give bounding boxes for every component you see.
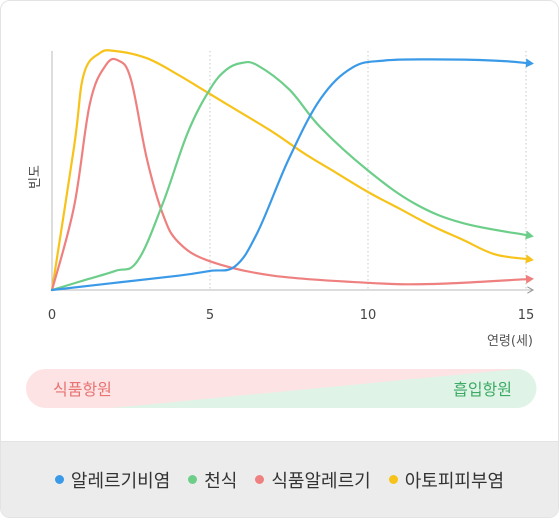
series-line-3 bbox=[50, 57, 528, 292]
series-line-4 bbox=[50, 49, 528, 292]
series-arrow-1 bbox=[525, 58, 534, 68]
x-tick-label: 0 bbox=[48, 308, 56, 323]
legend-label: 아토피피부염 bbox=[404, 470, 505, 492]
legend-item: 알레르기비염 bbox=[54, 467, 171, 493]
band-right-label: 흡입항원 bbox=[453, 380, 512, 399]
x-tick-label: 10 bbox=[360, 308, 377, 323]
legend-dot-icon bbox=[188, 475, 198, 484]
legend: 알레르기비염 천식 식품알레르기 아토피피부염 bbox=[1, 441, 558, 517]
series-layer bbox=[50, 49, 534, 292]
legend-dot-icon bbox=[388, 475, 398, 484]
legend-label: 알레르기비염 bbox=[70, 470, 171, 492]
band-green-wedge bbox=[111, 369, 537, 408]
x-tick-labels: 0 5 10 15 bbox=[48, 308, 534, 323]
y-axis-label: 빈도 bbox=[28, 165, 43, 189]
series-line-2 bbox=[50, 60, 528, 292]
legend-item: 식품알레르기 bbox=[255, 467, 371, 493]
legend-label: 식품알레르기 bbox=[271, 470, 371, 492]
legend-label: 천식 bbox=[204, 470, 238, 492]
legend-item: 천식 bbox=[188, 467, 237, 493]
series-arrow-2 bbox=[525, 230, 534, 240]
x-axis-label: 연령(세) bbox=[487, 334, 533, 349]
legend-dot-icon bbox=[54, 475, 64, 484]
legend-dot-icon bbox=[255, 475, 265, 484]
series-arrow-3 bbox=[525, 274, 534, 284]
chart-svg: 빈도 0 5 10 15 연령(세) 식품항원 흡입항원 bbox=[26, 49, 537, 408]
series-line-1 bbox=[50, 58, 528, 292]
x-tick-label: 5 bbox=[206, 308, 214, 323]
antigen-band: 식품항원 흡입항원 bbox=[26, 369, 537, 408]
band-left-label: 식품항원 bbox=[53, 380, 112, 399]
legend-item: 아토피피부염 bbox=[388, 467, 505, 493]
x-tick-label: 15 bbox=[518, 308, 535, 323]
series-arrow-4 bbox=[525, 254, 534, 264]
